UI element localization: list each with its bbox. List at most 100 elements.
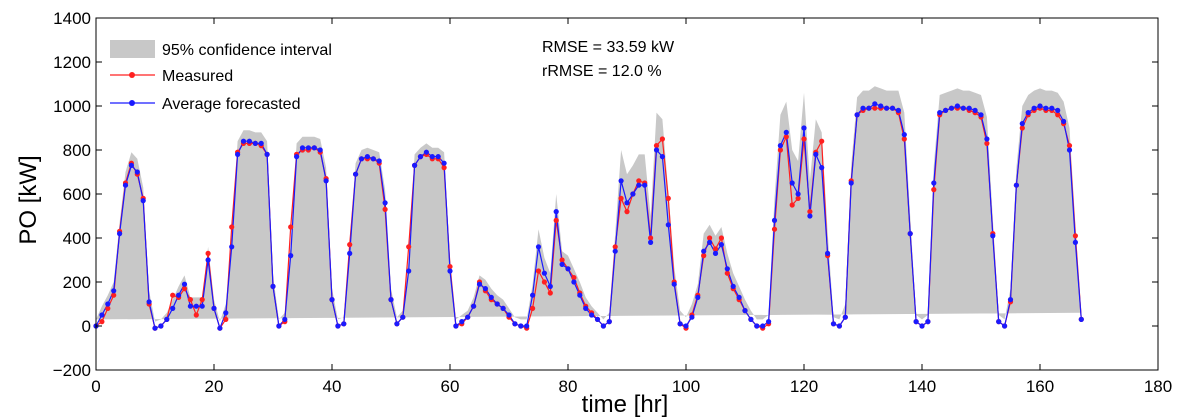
forecast-point xyxy=(246,138,252,144)
forecast-point xyxy=(223,310,229,316)
forecast-point xyxy=(866,105,872,111)
forecast-point xyxy=(553,209,559,215)
forecast-point xyxy=(323,178,329,184)
measured-point xyxy=(659,136,666,142)
measured-point xyxy=(1055,112,1061,118)
measured-point xyxy=(530,305,536,311)
y-tick-label: 1200 xyxy=(53,53,91,72)
measured-point xyxy=(819,138,825,144)
forecast-point xyxy=(146,299,152,305)
measured-point xyxy=(718,235,725,241)
forecast-point xyxy=(972,107,978,113)
forecast-point xyxy=(170,305,176,311)
forecast-point xyxy=(347,250,353,256)
forecast-point xyxy=(341,321,347,327)
measured-point xyxy=(288,224,294,230)
forecast-point xyxy=(895,107,902,113)
x-tick-label: 100 xyxy=(672,377,700,396)
forecast-point xyxy=(252,140,258,146)
forecast-point xyxy=(193,303,199,309)
measured-point xyxy=(1019,125,1025,131)
forecast-point xyxy=(854,112,860,118)
measured-point xyxy=(795,195,801,201)
measured-point xyxy=(624,209,630,215)
forecast-point xyxy=(766,319,772,325)
forecast-point xyxy=(122,182,129,188)
measured-point xyxy=(1066,143,1073,149)
forecast-point xyxy=(471,303,477,309)
measured-point xyxy=(901,136,907,142)
forecast-point xyxy=(1007,297,1014,303)
forecast-point xyxy=(1055,107,1061,113)
forecast-point xyxy=(842,314,848,320)
forecast-point xyxy=(1025,110,1031,116)
forecast-point xyxy=(836,323,843,329)
forecast-point xyxy=(311,145,317,151)
series-marker-layer xyxy=(93,101,1084,331)
y-axis-title: PO [kW] xyxy=(15,155,42,244)
measured-point xyxy=(382,206,388,212)
forecast-point xyxy=(884,105,890,111)
forecast-point xyxy=(299,145,306,151)
forecast-point xyxy=(187,303,193,309)
forecast-point xyxy=(819,165,825,171)
measured-point xyxy=(99,319,105,325)
forecast-point xyxy=(801,125,807,131)
measured-point xyxy=(636,178,642,184)
forecast-point xyxy=(571,279,577,285)
forecast-point xyxy=(825,250,831,256)
forecast-point xyxy=(258,140,264,146)
forecast-point xyxy=(730,283,736,289)
legend-measured-marker xyxy=(129,72,135,78)
y-tick-label: 200 xyxy=(63,273,91,292)
forecast-point xyxy=(459,319,465,325)
forecast-point xyxy=(382,200,388,206)
forecast-point xyxy=(919,323,925,329)
forecast-point xyxy=(954,103,961,109)
forecast-point xyxy=(648,239,654,245)
forecast-point xyxy=(417,154,424,160)
measured-point xyxy=(618,195,624,201)
measured-point xyxy=(541,279,548,285)
forecast-point xyxy=(807,213,813,219)
forecast-point xyxy=(701,248,707,254)
y-tick-label: 400 xyxy=(63,229,91,248)
forecast-point xyxy=(683,323,689,329)
forecast-point xyxy=(583,305,589,311)
legend-forecast-marker xyxy=(129,100,135,106)
forecast-point xyxy=(541,270,548,276)
forecast-point xyxy=(217,325,223,331)
forecast-point xyxy=(158,323,164,329)
measured-point xyxy=(648,235,654,241)
forecast-point xyxy=(1072,239,1078,245)
forecast-point xyxy=(305,145,311,151)
forecast-point xyxy=(1061,118,1067,124)
forecast-point xyxy=(164,316,170,322)
forecast-point xyxy=(376,158,382,164)
measured-point xyxy=(181,286,188,292)
measured-point xyxy=(712,246,719,252)
forecast-point xyxy=(412,162,418,168)
forecast-point xyxy=(830,321,837,327)
x-tick-label: 40 xyxy=(323,377,342,396)
forecast-point xyxy=(547,283,553,289)
forecast-point xyxy=(488,294,494,300)
forecast-point xyxy=(294,154,300,160)
forecast-point xyxy=(465,314,471,320)
forecast-point xyxy=(948,105,955,111)
forecast-point xyxy=(624,200,630,206)
forecast-point xyxy=(653,147,660,153)
measured-point xyxy=(1072,233,1078,239)
forecast-point xyxy=(642,182,648,188)
forecast-point xyxy=(848,180,854,186)
forecast-point xyxy=(335,323,341,329)
forecast-point xyxy=(1066,147,1073,153)
forecast-point xyxy=(317,147,323,153)
forecast-point xyxy=(1019,121,1025,127)
measured-point xyxy=(347,242,353,248)
forecast-point xyxy=(931,180,937,186)
forecast-point xyxy=(630,191,636,197)
measured-point xyxy=(535,268,542,274)
forecast-point xyxy=(400,314,406,320)
forecast-point xyxy=(1037,103,1043,109)
